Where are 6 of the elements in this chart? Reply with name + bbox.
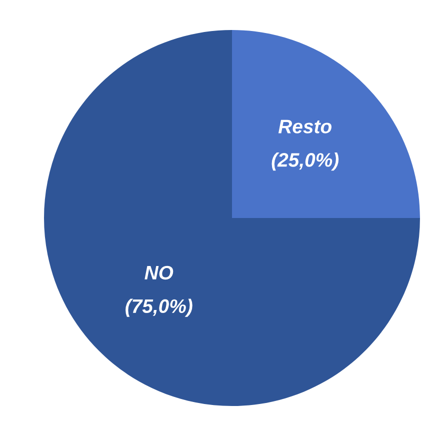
slice-label: Resto [278,120,332,134]
pie-slice [44,30,420,406]
data-label: (25,0%) [272,152,339,171]
pie-slice [232,30,420,218]
data-label: (75,0%) [126,298,192,317]
slice-label: NO [144,266,174,280]
